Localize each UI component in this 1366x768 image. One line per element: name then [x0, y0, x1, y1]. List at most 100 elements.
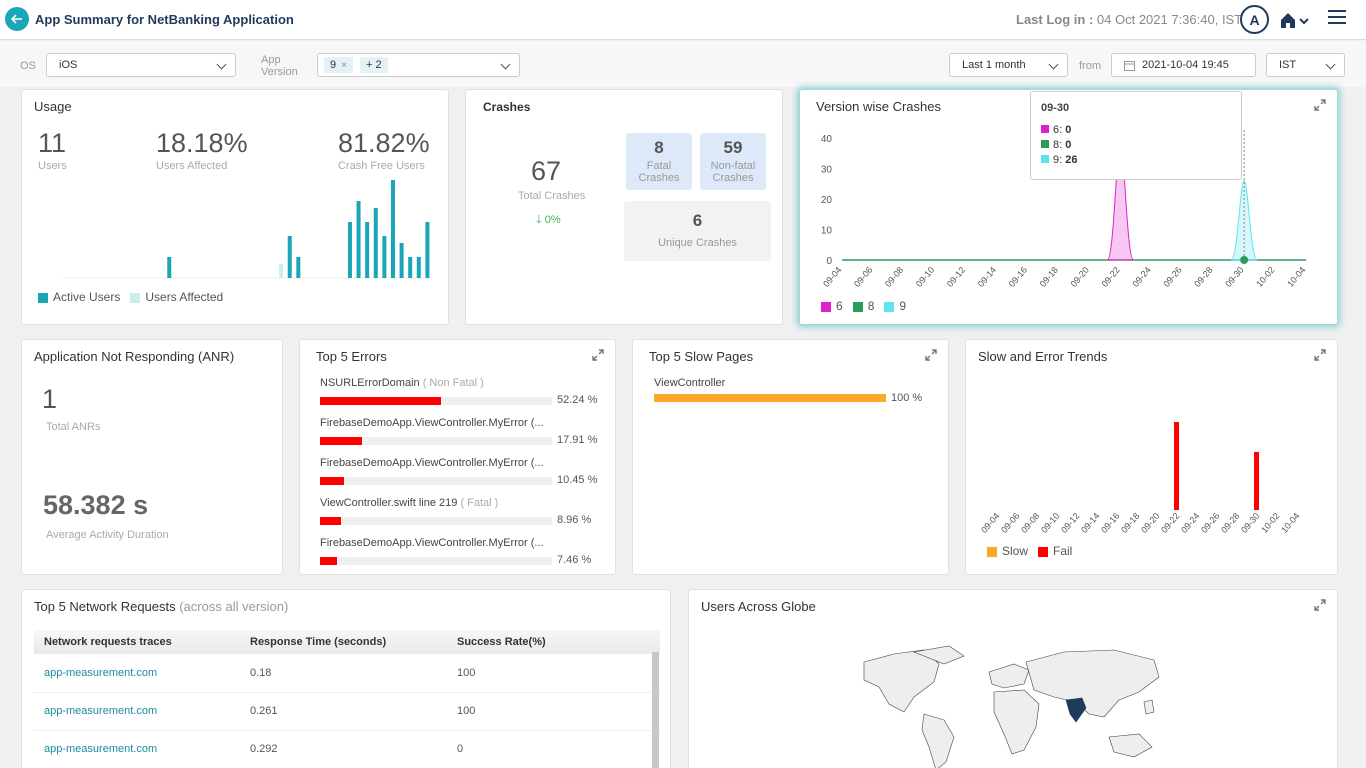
usage-bar-chart — [62, 180, 432, 279]
usage-active-bar[interactable] — [425, 222, 430, 278]
usage-affected-bar[interactable] — [279, 264, 284, 278]
avatar[interactable]: A — [1240, 5, 1269, 34]
legend-active-users[interactable]: Active Users — [38, 290, 120, 304]
trace-cell[interactable]: app-measurement.com — [34, 654, 240, 693]
fatal-value: 8 — [654, 138, 664, 157]
series-9-peak[interactable] — [1230, 180, 1258, 261]
version-tag[interactable]: 9 × — [324, 57, 353, 73]
column-header[interactable]: Response Time (seconds) — [240, 630, 447, 654]
users-affected-label: Users Affected — [156, 160, 228, 172]
version-more-tag[interactable]: + 2 — [360, 57, 388, 73]
hamburger-menu-icon[interactable] — [1328, 10, 1346, 26]
x-tick-label: 09-24 — [1179, 511, 1201, 535]
legend-users-affected[interactable]: Users Affected — [130, 290, 223, 304]
remove-tag-icon[interactable]: × — [341, 60, 347, 71]
slow-page-percent: 100 % — [891, 392, 923, 404]
from-label: from — [1079, 60, 1101, 72]
os-select[interactable]: iOS — [46, 53, 236, 77]
table-row[interactable]: app-measurement.com 0.292 0 — [34, 730, 660, 768]
x-tick-label: 09-04 — [979, 511, 1001, 535]
slow-pages-card: Top 5 Slow Pages ViewController 100 % — [632, 339, 949, 575]
error-percent: 7.46 % — [557, 554, 592, 566]
expand-icon[interactable] — [1313, 598, 1327, 612]
x-tick-label: 09-18 — [1119, 511, 1141, 535]
legend-version-9[interactable]: 9 — [884, 299, 906, 313]
usage-active-bar[interactable] — [399, 243, 404, 278]
usage-active-bar[interactable] — [356, 201, 361, 278]
legend-version-6[interactable]: 6 — [821, 299, 843, 313]
usage-active-bar[interactable] — [416, 257, 421, 278]
expand-icon[interactable] — [591, 348, 605, 362]
y-tick-label: 10 — [821, 226, 833, 237]
error-item[interactable]: FirebaseDemoApp.ViewController.MyError (… — [320, 457, 600, 486]
column-header[interactable]: Success Rate(%) — [447, 630, 660, 654]
slow-error-title: Slow and Error Trends — [978, 349, 1108, 364]
fail-bar[interactable] — [1174, 422, 1179, 510]
table-row[interactable]: app-measurement.com 0.18 100 — [34, 654, 660, 693]
total-crashes-value: 67 — [531, 156, 562, 186]
legend-slow[interactable]: Slow — [987, 544, 1028, 558]
trace-link[interactable]: app-measurement.com — [44, 705, 158, 717]
usage-active-bar[interactable] — [347, 222, 352, 278]
x-tick-label: 09-22 — [1099, 265, 1121, 289]
usage-active-bar[interactable] — [365, 222, 370, 278]
expand-icon[interactable] — [1313, 348, 1327, 362]
expand-icon[interactable] — [1313, 98, 1327, 112]
crash-trend: 🡓 0% — [536, 211, 561, 230]
users-count: 11 — [38, 128, 67, 158]
x-tick-label: 09-08 — [1019, 511, 1041, 535]
avg-duration-label: Average Activity Duration — [46, 529, 169, 541]
fatal-label-1: Fatal — [646, 160, 672, 172]
usage-active-bar[interactable] — [296, 257, 301, 278]
legend-swatch — [987, 546, 997, 557]
home-icon[interactable] — [1279, 11, 1311, 31]
expand-icon[interactable] — [924, 348, 938, 362]
india-highlight[interactable] — [1065, 697, 1087, 723]
hover-point[interactable] — [1240, 256, 1249, 264]
legend-active-label: Active Users — [53, 290, 121, 304]
scrollbar[interactable] — [652, 652, 659, 768]
total-anrs-value: 1 — [42, 384, 58, 414]
error-name-text: FirebaseDemoApp.ViewController.MyError (… — [320, 417, 544, 429]
timezone-select[interactable]: IST — [1266, 53, 1345, 77]
column-header[interactable]: Network requests traces — [34, 630, 240, 654]
usage-active-bar[interactable] — [287, 236, 292, 278]
world-map[interactable] — [854, 642, 1174, 768]
x-tick-label: 09-16 — [1099, 511, 1121, 535]
success-rate-cell: 100 — [447, 654, 660, 693]
legend-version-label: 8 — [867, 299, 875, 313]
error-item[interactable]: ViewController.swift line 219 ( Fatal ) … — [320, 497, 600, 526]
unique-crashes-box[interactable]: 6 Unique Crashes — [624, 201, 771, 261]
error-item[interactable]: FirebaseDemoApp.ViewController.MyError (… — [320, 537, 600, 566]
usage-active-bar[interactable] — [167, 257, 172, 278]
slow-page-item[interactable]: ViewController 100 % — [654, 377, 934, 404]
trace-link[interactable]: app-measurement.com — [44, 666, 158, 679]
usage-active-bar[interactable] — [390, 180, 395, 278]
version-tag-label: 9 — [330, 59, 337, 71]
from-date-input[interactable]: 2021-10-04 19:45 — [1111, 53, 1256, 77]
globe-title: Users Across Globe — [701, 599, 816, 614]
x-tick-label: 09-12 — [945, 265, 967, 289]
period-select[interactable]: Last 1 month — [949, 53, 1068, 77]
legend-fail[interactable]: Fail — [1038, 544, 1072, 558]
error-item[interactable]: NSURLErrorDomain ( Non Fatal ) 52.24 % — [320, 377, 600, 406]
usage-active-bar[interactable] — [373, 208, 378, 278]
app-version-select[interactable]: 9 × + 2 — [317, 53, 520, 77]
trace-link[interactable]: app-measurement.com — [44, 743, 158, 755]
fatal-crashes-box[interactable]: 8 Fatal Crashes — [626, 133, 692, 190]
trace-cell[interactable]: app-measurement.com — [34, 730, 240, 768]
usage-active-bar[interactable] — [382, 236, 387, 278]
table-row[interactable]: app-measurement.com 0.261 100 — [34, 692, 660, 731]
trace-cell[interactable]: app-measurement.com — [34, 692, 240, 731]
nonfatal-crashes-box[interactable]: 59 Non-fatal Crashes — [700, 133, 766, 190]
tooltip-swatch — [1041, 125, 1049, 133]
error-bar-track — [320, 557, 552, 565]
app-version-label-line2: Version — [261, 66, 298, 78]
x-tick-label: 09-14 — [976, 265, 998, 289]
last-login-value: 04 Oct 2021 7:36:40, IST — [1096, 12, 1243, 27]
back-arrow-icon[interactable] — [5, 7, 29, 31]
usage-active-bar[interactable] — [408, 257, 413, 278]
error-item[interactable]: FirebaseDemoApp.ViewController.MyError (… — [320, 417, 600, 446]
fail-bar[interactable] — [1254, 451, 1259, 510]
legend-version-8[interactable]: 8 — [852, 299, 875, 313]
